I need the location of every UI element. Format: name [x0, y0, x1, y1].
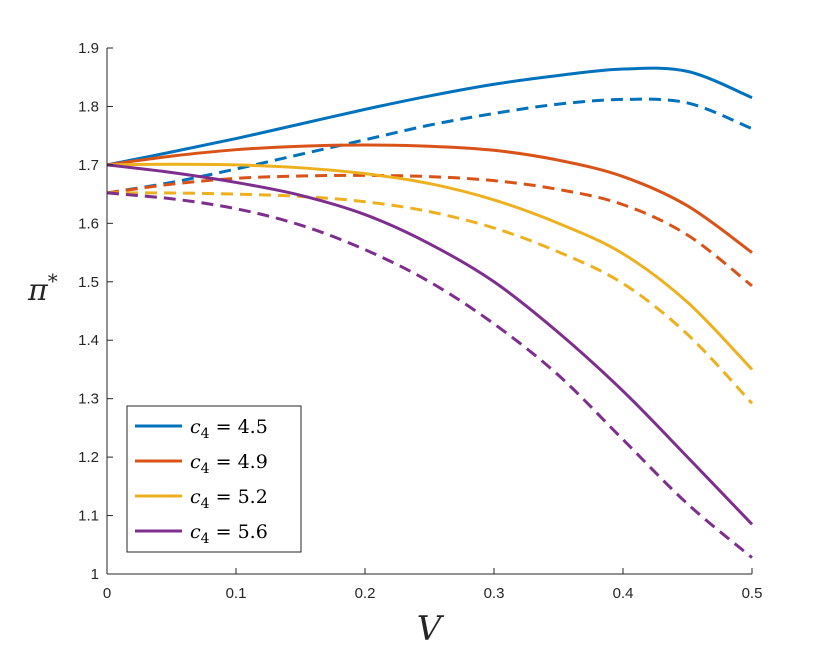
series-line-3-solid	[106, 143, 753, 254]
y-tick-label: 1.2	[78, 449, 99, 466]
y-tick-label: 1.4	[78, 332, 99, 349]
x-tick-label: 0.4	[613, 585, 634, 602]
y-tick-label: 1.5	[78, 274, 99, 291]
legend-box	[126, 405, 302, 553]
y-tick-label: 1.9	[78, 40, 99, 57]
legend-label: c4 = 4.5	[190, 416, 268, 442]
x-tick-label: 0.1	[226, 585, 247, 602]
y-tick-label: 1.6	[78, 215, 99, 232]
axes	[106, 48, 752, 575]
series-line-1-solid	[106, 66, 753, 167]
y-tick-label: 1	[91, 566, 99, 583]
legend-label: c4 = 5.2	[190, 486, 268, 512]
series-line-2-dashed	[106, 97, 753, 195]
y-tick-label: 1.3	[78, 391, 99, 408]
legend-label: c4 = 5.6	[190, 521, 268, 547]
series-line-7-solid	[106, 163, 754, 526]
x-tick-label: 0.5	[742, 585, 763, 602]
legend-label: c4 = 4.9	[190, 451, 268, 477]
series-line-6-dashed	[106, 191, 754, 405]
x-tick-label: 0.2	[355, 585, 376, 602]
y-ticks: 1 1.1 1.2 1.3 1.4 1.5 1.6 1.7 1.8 1.9	[78, 40, 113, 583]
x-axis-title: V	[417, 609, 445, 649]
y-tick-label: 1.8	[78, 98, 99, 115]
y-tick-label: 1.1	[78, 508, 99, 525]
y-axis-title-superscript: *	[48, 269, 58, 293]
x-tick-label: 0	[103, 585, 111, 602]
x-ticks: 0 0.1 0.2 0.3 0.4 0.5	[103, 568, 763, 602]
legend: c4 = 4.5 c4 = 4.9 c4 = 5.2 c4 = 5.6	[126, 405, 302, 553]
series-line-4-dashed	[106, 173, 753, 288]
y-tick-label: 1.7	[78, 157, 99, 174]
series-line-5-solid	[106, 162, 754, 371]
y-axis-title: π*	[27, 269, 58, 308]
series-line-8-dashed	[106, 191, 753, 559]
series-layer	[106, 66, 754, 559]
x-tick-label: 0.3	[484, 585, 505, 602]
y-axis-title-symbol: π	[27, 273, 49, 308]
